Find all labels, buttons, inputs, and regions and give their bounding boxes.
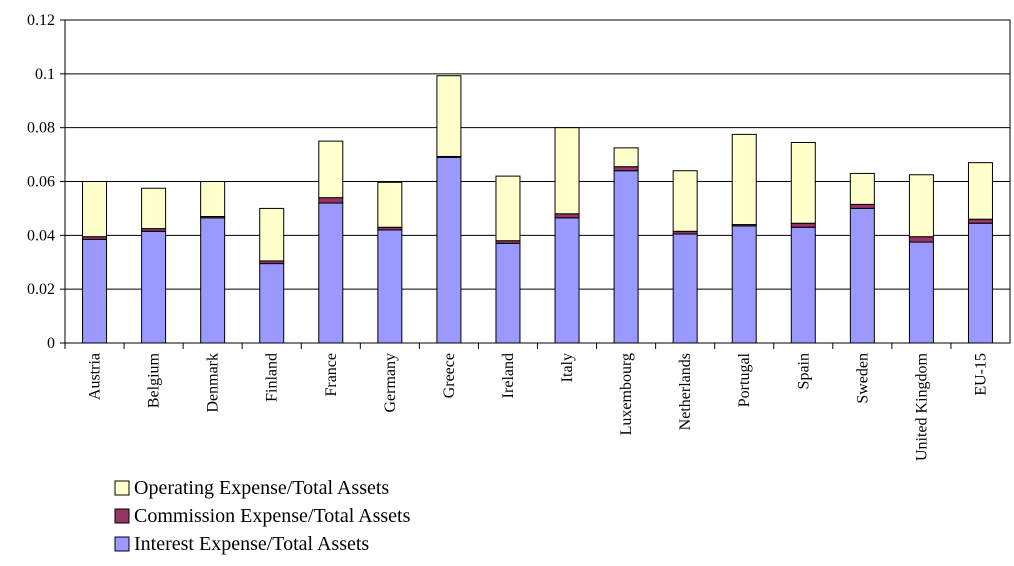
bar-segment xyxy=(200,217,226,344)
bar-segment xyxy=(967,222,993,344)
x-tick-label: Greece xyxy=(441,353,458,398)
bar-segment xyxy=(82,181,108,238)
legend-label: Operating Expense/Total Assets xyxy=(134,477,389,499)
bar-segment xyxy=(554,213,580,219)
bar-segment xyxy=(849,207,875,344)
legend-label: Commission Expense/Total Assets xyxy=(134,505,411,527)
bar-segment xyxy=(436,156,462,344)
legend-swatch xyxy=(114,480,130,496)
bar-segment xyxy=(849,203,875,209)
bar-segment xyxy=(672,233,698,344)
y-tick-label: 0.08 xyxy=(27,120,55,137)
y-tick-label: 0.1 xyxy=(35,66,55,83)
x-tick-label: Austria xyxy=(87,353,104,400)
bar-segment xyxy=(554,127,580,215)
y-tick-label: 0 xyxy=(47,335,55,352)
x-tick-label: France xyxy=(323,353,340,397)
bar-segment xyxy=(613,170,639,344)
y-tick-label: 0.12 xyxy=(27,12,55,29)
bar-segment xyxy=(495,242,521,344)
x-tick-label: EU-15 xyxy=(972,353,989,396)
bar-segment xyxy=(318,197,344,204)
bar-segment xyxy=(554,217,580,344)
x-tick-label: Spain xyxy=(795,353,812,389)
bar-segment xyxy=(436,75,462,157)
x-tick-label: Netherlands xyxy=(677,353,694,430)
bar-segment xyxy=(908,174,934,238)
bar-segment xyxy=(377,229,403,344)
bar-segment xyxy=(908,236,934,243)
bar-segment xyxy=(908,241,934,344)
bar-segment xyxy=(259,263,285,344)
y-tick-label: 0.02 xyxy=(27,281,55,298)
x-tick-label: Portugal xyxy=(736,352,753,407)
bar-segment xyxy=(613,166,639,172)
x-tick-label: United Kingdom xyxy=(913,352,930,461)
bar-segment xyxy=(731,133,757,226)
bar-segment xyxy=(318,140,344,199)
x-tick-label: Germany xyxy=(382,353,399,413)
bar-segment xyxy=(790,141,816,224)
bar-segment xyxy=(141,230,167,344)
legend-label: Interest Expense/Total Assets xyxy=(134,533,369,555)
bar-segment xyxy=(318,202,344,344)
bar-segment xyxy=(82,238,108,344)
bar-segment xyxy=(613,147,639,168)
bar-segment xyxy=(967,162,993,220)
bar-segment xyxy=(849,172,875,205)
bar-segment xyxy=(259,207,285,262)
legend-swatch xyxy=(114,536,130,552)
x-tick-label: Sweden xyxy=(854,353,871,404)
bar-segment xyxy=(141,187,167,230)
x-tick-label: Belgium xyxy=(146,352,163,408)
bar-segment xyxy=(672,170,698,232)
x-tick-label: Italy xyxy=(559,353,576,382)
bar-segment xyxy=(790,222,816,228)
x-tick-label: Ireland xyxy=(500,353,517,398)
x-tick-label: Luxembourg xyxy=(618,353,635,435)
y-tick-label: 0.04 xyxy=(27,227,55,244)
bar-segment xyxy=(731,225,757,344)
bar-segment xyxy=(495,175,521,242)
x-tick-label: Denmark xyxy=(205,353,222,413)
bar-segment xyxy=(200,181,226,217)
bar-segment xyxy=(790,226,816,344)
legend-swatch xyxy=(114,508,130,524)
x-tick-label: Finland xyxy=(264,353,281,402)
y-tick-label: 0.06 xyxy=(27,174,55,191)
bar-segment xyxy=(377,181,403,228)
bar-segment xyxy=(967,218,993,224)
